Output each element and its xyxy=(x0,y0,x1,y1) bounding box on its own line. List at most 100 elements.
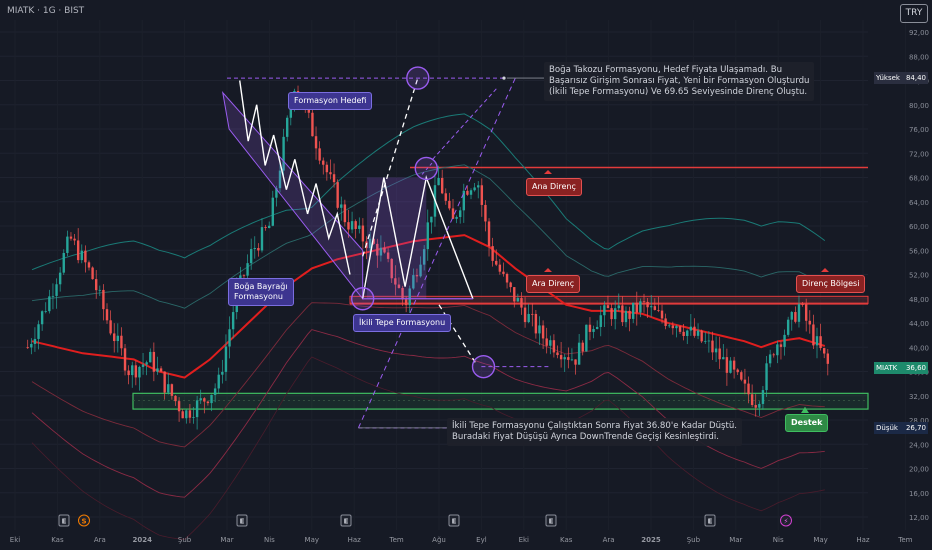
candle-body xyxy=(329,172,332,175)
candle-body xyxy=(80,250,83,261)
candle-body xyxy=(177,401,181,412)
candle-body xyxy=(556,352,559,356)
candle-body xyxy=(289,105,293,118)
candle-body xyxy=(440,177,444,194)
candle-body xyxy=(210,394,213,404)
candle-body xyxy=(271,197,274,226)
candle-body xyxy=(221,371,224,375)
candle-body xyxy=(480,185,484,205)
candle-body xyxy=(487,221,491,247)
candle-body xyxy=(567,357,570,360)
x-tick-label: Haz xyxy=(856,536,870,544)
candle-body xyxy=(509,282,512,288)
candle-body xyxy=(772,354,775,356)
x-tick-label: Kas xyxy=(51,536,64,544)
candle-body xyxy=(639,301,642,313)
candle-body xyxy=(314,136,318,149)
earnings-marker xyxy=(58,514,70,527)
candle-body xyxy=(163,371,166,393)
candle-body xyxy=(779,344,783,347)
candle-body xyxy=(516,298,520,302)
candle-body xyxy=(127,370,130,376)
candle-body xyxy=(181,411,184,419)
candle-body xyxy=(707,340,711,342)
candle-body xyxy=(113,333,116,342)
candle-body xyxy=(401,287,404,300)
candle-body xyxy=(678,326,682,332)
resistance-zone-label[interactable]: Direnç Bölgesi xyxy=(796,275,866,293)
candle-body xyxy=(332,174,336,183)
candle-body xyxy=(664,318,667,326)
candle-body xyxy=(768,354,772,364)
candle-body xyxy=(570,359,574,361)
candle-body xyxy=(267,225,271,229)
candle-body xyxy=(801,304,804,305)
candle-body xyxy=(448,200,451,209)
candle-body xyxy=(282,136,285,171)
candle-body xyxy=(736,369,739,373)
candle-body xyxy=(185,410,188,419)
candle-body xyxy=(711,340,714,353)
y-tick-label: 92,00 xyxy=(909,29,929,37)
y-tick-label: 52,00 xyxy=(909,272,929,280)
bottom-annotation[interactable]: İkili Tepe Formasyonu Çalıştıktan Sonra … xyxy=(447,418,743,446)
candle-body xyxy=(675,326,678,329)
last-price-text: MIATK xyxy=(876,363,898,372)
candles xyxy=(26,85,830,430)
double-top-label[interactable]: İkili Tepe Formasyonu xyxy=(353,314,452,332)
flag-label-line-1: Boğa Bayrağı xyxy=(234,282,288,291)
flag-label-line-2: Formasyonu xyxy=(234,292,283,301)
candle-body xyxy=(473,187,476,191)
candle-body xyxy=(48,296,51,312)
currency-button[interactable]: TRY xyxy=(900,4,928,23)
candle-body xyxy=(635,302,638,313)
candle-body xyxy=(653,306,657,310)
candle-body xyxy=(325,164,329,173)
candle-body xyxy=(595,326,599,330)
candle-body xyxy=(498,264,502,272)
flag-label[interactable]: Boğa Bayrağı Formasyonu xyxy=(228,278,294,306)
candle-body xyxy=(563,357,566,360)
candle-body xyxy=(592,329,595,332)
top-annotation-line-2: Başarısız Girişim Sonrası Fiyat, Yeni bi… xyxy=(549,76,810,86)
candle-body xyxy=(743,379,747,384)
low-price-value: 26,70 xyxy=(905,423,926,432)
candle-body xyxy=(347,222,350,230)
candle-body xyxy=(278,170,282,189)
candle-body xyxy=(260,227,264,251)
candle-body xyxy=(513,287,516,302)
event-marker-text: S xyxy=(81,518,86,526)
candle-body xyxy=(98,289,101,291)
candle-body xyxy=(790,312,793,320)
candle-body xyxy=(376,243,379,256)
candle-body xyxy=(354,221,357,229)
x-tick-label: Nis xyxy=(773,536,784,544)
candle-body xyxy=(37,324,40,339)
main-res-pointer xyxy=(544,170,552,174)
double-top-box xyxy=(366,177,427,299)
candle-body xyxy=(318,148,321,161)
candle-body xyxy=(336,182,339,208)
candle-body xyxy=(668,325,671,327)
candle-body xyxy=(286,117,289,137)
top-annotation[interactable]: Boğa Takozu Formasyonu, Hedef Fiyata Ula… xyxy=(544,62,815,101)
candle-body xyxy=(257,248,260,251)
candle-body xyxy=(275,188,278,198)
candle-body xyxy=(343,204,347,223)
upper-band-outer xyxy=(31,113,826,271)
candle-body xyxy=(419,264,422,277)
candle-body xyxy=(33,338,37,344)
main-resistance-label[interactable]: Ana Direnç xyxy=(526,178,582,196)
candle-body xyxy=(455,216,458,219)
support-label[interactable]: Destek xyxy=(785,414,829,432)
candle-body xyxy=(523,307,527,323)
y-tick-label: 44,00 xyxy=(909,320,929,328)
candle-body xyxy=(249,249,253,264)
mid-resistance-label[interactable]: Ara Direnç xyxy=(526,275,581,293)
x-tick-label: Kas xyxy=(560,536,573,544)
candle-body xyxy=(195,400,199,418)
y-tick-label: 24,00 xyxy=(909,441,929,449)
target-label[interactable]: Formasyon Hedefi xyxy=(288,92,373,110)
candle-body xyxy=(311,112,314,137)
candle-body xyxy=(631,302,635,319)
